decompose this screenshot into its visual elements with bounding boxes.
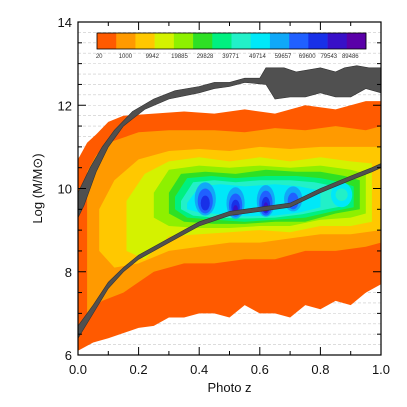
x-tick-label: 0.0 — [69, 362, 87, 377]
x-tick-label: 1.0 — [372, 362, 390, 377]
colorbar-swatch — [116, 33, 136, 49]
density-contours — [78, 101, 381, 351]
colorbar-swatch — [269, 33, 290, 49]
colorbar-frame — [96, 32, 367, 50]
colorbar-swatch — [193, 33, 213, 49]
colorbar-swatch — [212, 33, 232, 49]
colorbar-label: 59657 — [275, 54, 292, 60]
colorbar-swatch — [250, 33, 271, 49]
colorbar-swatch — [154, 33, 175, 49]
axis-ticks: 0.0 0.2 0.4 0.6 0.8 1.0 6 8 10 12 14 — [58, 15, 391, 377]
y-tick-label: 8 — [65, 265, 72, 280]
x-tick-label: 0.6 — [251, 362, 269, 377]
colorbar: 20 1000 9942 19885 29828 39771 49714 59657 69600… — [96, 32, 367, 60]
x-tick-label: 0.4 — [190, 362, 208, 377]
colorbar-label: 79543 — [320, 54, 337, 60]
x-tick-label: 0.2 — [130, 362, 148, 377]
x-axis-label: Photo z — [207, 380, 251, 395]
y-tick-label: 14 — [58, 15, 72, 30]
colorbar-swatch — [97, 33, 117, 49]
colorbar-label: 89486 — [342, 54, 359, 60]
y-axis-label: Log (M/M⊙) — [30, 153, 45, 223]
y-tick-label: 6 — [65, 348, 72, 363]
colorbar-label: 29828 — [197, 54, 214, 60]
y-tick-label: 10 — [58, 182, 72, 197]
colorbar-swatch — [289, 33, 309, 49]
x-tick-label: 0.8 — [311, 362, 329, 377]
colorbar-swatch — [308, 33, 328, 49]
colorbar-label: 1000 — [119, 54, 133, 60]
colorbar-swatch — [135, 33, 155, 49]
colorbar-label: 9942 — [146, 54, 160, 60]
colorbar-swatch — [231, 33, 252, 49]
y-tick-label: 12 — [58, 98, 72, 113]
colorbar-label: 69600 — [299, 54, 316, 60]
colorbar-label: 49714 — [249, 54, 266, 60]
colorbar-label: 39771 — [222, 54, 239, 60]
colorbar-swatch — [346, 33, 367, 49]
colorbar-label: 19885 — [171, 54, 188, 60]
colorbar-swatch — [327, 33, 348, 49]
colorbar-swatch — [173, 33, 194, 49]
density-peak-9 — [200, 195, 210, 211]
colorbar-label: 20 — [96, 54, 103, 60]
density-peak-15 — [335, 188, 348, 201]
